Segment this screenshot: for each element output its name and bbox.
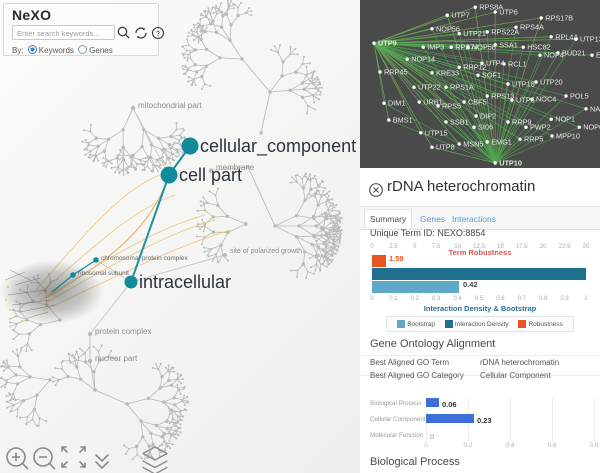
svg-text:NOP4: NOP4 (544, 51, 564, 60)
svg-text:RPS1A: RPS1A (450, 83, 474, 92)
svg-text:DIP2: DIP2 (480, 112, 496, 121)
svg-text:RCL1: RCL1 (508, 60, 527, 69)
svg-text:RRP9: RRP9 (512, 118, 531, 127)
svg-text:SOF1: SOF1 (482, 71, 501, 80)
svg-text:BUD21: BUD21 (562, 48, 586, 57)
svg-text:POL5: POL5 (570, 92, 589, 101)
svg-text:SI06: SI06 (478, 123, 493, 132)
svg-text:IMP3: IMP3 (427, 43, 444, 52)
svg-text:RPL4A: RPL4A (555, 32, 578, 41)
svg-text:RRP5: RRP5 (524, 135, 543, 144)
svg-text:UTP5: UTP5 (516, 96, 535, 105)
svg-text:UTP9: UTP9 (378, 39, 397, 48)
svg-text:UTP21: UTP21 (463, 29, 486, 38)
svg-text:UTP13: UTP13 (580, 35, 600, 44)
svg-text:KRE33: KRE33 (436, 68, 459, 77)
svg-text:DIM1: DIM1 (388, 99, 405, 108)
svg-text:UTP18: UTP18 (512, 80, 535, 89)
svg-text:PWP2: PWP2 (530, 123, 551, 132)
svg-text:ENP1: ENP1 (596, 51, 600, 60)
svg-text:NOP56: NOP56 (436, 24, 460, 33)
svg-text:RPS22A: RPS22A (491, 28, 519, 37)
svg-text:RPS13: RPS13 (491, 92, 514, 101)
svg-text:UTP8: UTP8 (436, 143, 455, 152)
svg-text:URB1: URB1 (423, 98, 442, 107)
svg-text:EMG1: EMG1 (491, 138, 512, 147)
svg-text:NOP14: NOP14 (411, 55, 435, 64)
svg-text:UTP15: UTP15 (425, 128, 448, 137)
svg-text:MPP10: MPP10 (556, 132, 580, 141)
svg-text:RRP45: RRP45 (384, 68, 408, 77)
svg-text:SSB1: SSB1 (450, 118, 469, 127)
svg-text:NOP58: NOP58 (472, 43, 496, 52)
svg-text:NAN1: NAN1 (590, 104, 600, 113)
svg-text:NOC4: NOC4 (536, 95, 556, 104)
svg-text:UTP7: UTP7 (451, 11, 470, 20)
svg-text:NOP6: NOP6 (583, 123, 600, 132)
svg-text:RPS5: RPS5 (442, 102, 461, 111)
svg-text:BMS1: BMS1 (393, 116, 413, 125)
svg-text:RPS4A: RPS4A (520, 23, 544, 32)
svg-text:UTP22: UTP22 (418, 83, 441, 92)
svg-text:?: ? (156, 31, 160, 38)
svg-text:CBF5: CBF5 (468, 98, 487, 107)
svg-text:UTP4: UTP4 (486, 59, 505, 68)
svg-text:SSA1: SSA1 (499, 40, 518, 49)
svg-text:MSN5: MSN5 (463, 140, 483, 149)
svg-text:NOP1: NOP1 (555, 115, 575, 124)
svg-text:UTP10: UTP10 (499, 159, 522, 168)
svg-text:UTP20: UTP20 (540, 78, 563, 87)
svg-text:RPS17B: RPS17B (545, 14, 573, 23)
svg-text:UTP6: UTP6 (499, 8, 518, 17)
